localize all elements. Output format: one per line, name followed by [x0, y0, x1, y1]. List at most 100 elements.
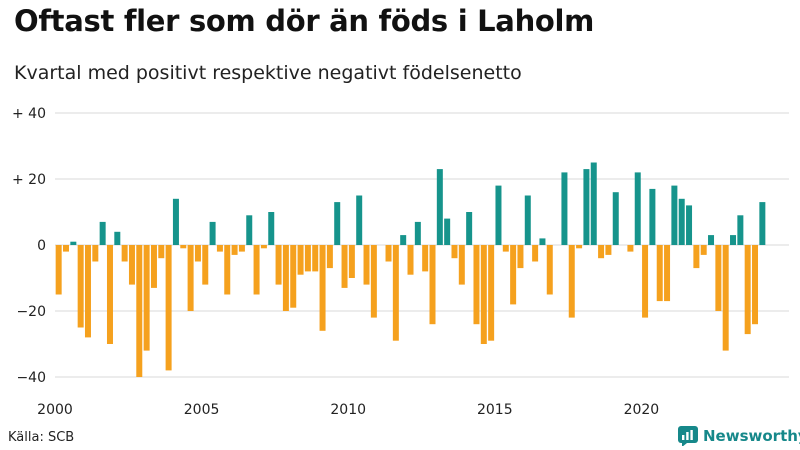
bar-2011-q4: 2011 Q4: 3: [400, 235, 407, 245]
bar-chart: 2000 Q1: -152000 Q2: -22000 Q3: 12000 Q4…: [12, 106, 789, 418]
bar-2015-q2: 2015 Q2: -2: [502, 245, 509, 252]
bar-2004-q1: 2004 Q1: 14: [172, 198, 179, 245]
bar-2003-q4: 2003 Q4: -38: [165, 245, 172, 371]
bar-2018-q4: 2018 Q4: -3: [605, 245, 612, 255]
bar-2013-q1: 2013 Q1: 23: [436, 169, 443, 245]
bar-2008-q1: 2008 Q1: -19: [290, 245, 297, 308]
bar-2023-q3: 2023 Q3: -27: [744, 245, 751, 335]
bar-2003-q3: 2003 Q3: -4: [158, 245, 165, 259]
bar-2012-q3: 2012 Q3: -8: [422, 245, 429, 272]
bar-2007-q1: 2007 Q1: -1: [260, 245, 267, 249]
bar-2015-q1: 2015 Q1: 18: [495, 185, 502, 245]
bar-2001-q2: 2001 Q2: -5: [92, 245, 99, 262]
bar-2014-q2: 2014 Q2: -24: [473, 245, 480, 325]
bar-2014-q1: 2014 Q1: 10: [466, 212, 473, 245]
brand-logo: Newsworthy: [678, 426, 800, 446]
bar-2001-q4: 2001 Q4: -30: [106, 245, 113, 344]
bar-2007-q2: 2007 Q2: 10: [268, 212, 275, 245]
y-tick-label: 0: [37, 238, 46, 254]
bar-2003-q1: 2003 Q1: -32: [143, 245, 150, 351]
bars: 2000 Q1: -152000 Q2: -22000 Q3: 12000 Q4…: [55, 162, 766, 377]
grid-lines: [55, 112, 789, 378]
chart-title: Oftast fler som dör än föds i Laholm: [14, 4, 595, 38]
bar-2005-q4: 2005 Q4: -15: [224, 245, 231, 295]
bar-2006-q3: 2006 Q3: 9: [246, 215, 253, 245]
bar-2009-q4: 2009 Q4: -13: [341, 245, 348, 288]
brand-name: Newsworthy: [703, 427, 800, 445]
bar-2011-q3: 2011 Q3: -29: [392, 245, 399, 341]
bar-2017-q3: 2017 Q3: -22: [568, 245, 575, 318]
bar-2005-q2: 2005 Q2: 7: [209, 221, 216, 245]
bar-2018-q2: 2018 Q2: 25: [590, 162, 597, 245]
bar-2014-q3: 2014 Q3: -30: [480, 245, 487, 344]
bar-2010-q2: 2010 Q2: 15: [356, 195, 363, 245]
bar-2020-q2: 2020 Q2: 17: [649, 188, 656, 245]
bar-2009-q1: 2009 Q1: -26: [319, 245, 326, 331]
x-tick-label: 2005: [184, 402, 220, 418]
bar-2010-q4: 2010 Q4: -22: [370, 245, 377, 318]
bar-2005-q1: 2005 Q1: -12: [202, 245, 209, 285]
bar-2018-q1: 2018 Q1: 23: [583, 169, 590, 245]
bar-2016-q2: 2016 Q2: -5: [532, 245, 539, 262]
bar-2022-q2: 2022 Q2: 3: [708, 235, 715, 245]
bar-2021-q3: 2021 Q3: 12: [686, 205, 693, 245]
bar-2020-q4: 2020 Q4: -17: [664, 245, 671, 302]
bar-2006-q2: 2006 Q2: -2: [238, 245, 245, 252]
x-tick-label: 2020: [624, 402, 660, 418]
bar-2002-q2: 2002 Q2: -5: [121, 245, 128, 262]
bar-2019-q4: 2019 Q4: 22: [634, 172, 641, 245]
bar-2015-q4: 2015 Q4: -7: [517, 245, 524, 269]
x-tick-label: 2010: [330, 402, 366, 418]
bar-2016-q3: 2016 Q3: 2: [539, 238, 546, 245]
bar-2016-q1: 2016 Q1: 15: [524, 195, 531, 245]
bar-2006-q1: 2006 Q1: -3: [231, 245, 238, 255]
bar-2001-q1: 2001 Q1: -28: [84, 245, 91, 338]
bar-2012-q2: 2012 Q2: 7: [414, 221, 421, 245]
y-tick-label: −40: [16, 370, 46, 386]
x-tick-label: 2000: [37, 402, 73, 418]
bar-2009-q3: 2009 Q3: 13: [334, 202, 341, 245]
bar-2008-q3: 2008 Q3: -8: [304, 245, 311, 272]
bar-2017-q4: 2017 Q4: -1: [576, 245, 583, 249]
bar-2019-q1: 2019 Q1: 16: [612, 192, 619, 245]
y-tick-label: + 40: [12, 106, 46, 122]
bar-2005-q3: 2005 Q3: -2: [216, 245, 223, 252]
bar-2021-q1: 2021 Q1: 18: [671, 185, 678, 245]
bar-2007-q3: 2007 Q3: -12: [275, 245, 282, 285]
bar-2013-q3: 2013 Q3: -4: [451, 245, 458, 259]
bar-2023-q4: 2023 Q4: -24: [752, 245, 759, 325]
bar-2021-q4: 2021 Q4: -7: [693, 245, 700, 269]
bar-2003-q2: 2003 Q2: -13: [150, 245, 157, 288]
bar-2008-q2: 2008 Q2: -9: [297, 245, 304, 275]
bar-2022-q3: 2022 Q3: -20: [715, 245, 722, 311]
source-label: Källa: SCB: [8, 430, 75, 445]
bar-2002-q4: 2002 Q4: -40: [136, 245, 143, 377]
bar-2019-q3: 2019 Q3: -2: [627, 245, 634, 252]
axis-labels: + 40 + 20 0 −20 −40 2000 2005 2010 2015 2020: [12, 106, 659, 418]
bar-2004-q3: 2004 Q3: -20: [187, 245, 194, 311]
bar-2000-q3: 2000 Q3: 1: [70, 241, 77, 245]
bar-2023-q1: 2023 Q1: 3: [730, 235, 737, 245]
chart-subtitle: Kvartal med positivt respektive negativt…: [14, 62, 522, 84]
bar-2000-q4: 2000 Q4: -25: [77, 245, 84, 328]
x-tick-label: 2015: [477, 402, 513, 418]
bar-2020-q3: 2020 Q3: -17: [656, 245, 663, 302]
bar-2023-q2: 2023 Q2: 9: [737, 215, 744, 245]
bar-2001-q3: 2001 Q3: 7: [99, 221, 106, 245]
bar-2021-q2: 2021 Q2: 14: [678, 198, 685, 245]
bar-2012-q4: 2012 Q4: -24: [429, 245, 436, 325]
bar-2008-q4: 2008 Q4: -8: [312, 245, 319, 272]
newsworthy-logo-icon: [678, 426, 698, 446]
bar-2006-q4: 2006 Q4: -15: [253, 245, 260, 295]
bar-2013-q2: 2013 Q2: 8: [444, 218, 451, 245]
bar-2011-q2: 2011 Q2: -5: [385, 245, 392, 262]
bar-2000-q1: 2000 Q1: -15: [55, 245, 62, 295]
bar-2004-q4: 2004 Q4: -5: [194, 245, 201, 262]
y-tick-label: + 20: [12, 172, 46, 188]
bar-2013-q4: 2013 Q4: -12: [458, 245, 465, 285]
bar-2024-q1: 2024 Q1: 13: [759, 202, 766, 245]
bar-2017-q2: 2017 Q2: 22: [561, 172, 568, 245]
bar-2010-q1: 2010 Q1: -10: [348, 245, 355, 278]
y-tick-label: −20: [16, 304, 46, 320]
bar-2012-q1: 2012 Q1: -9: [407, 245, 414, 275]
